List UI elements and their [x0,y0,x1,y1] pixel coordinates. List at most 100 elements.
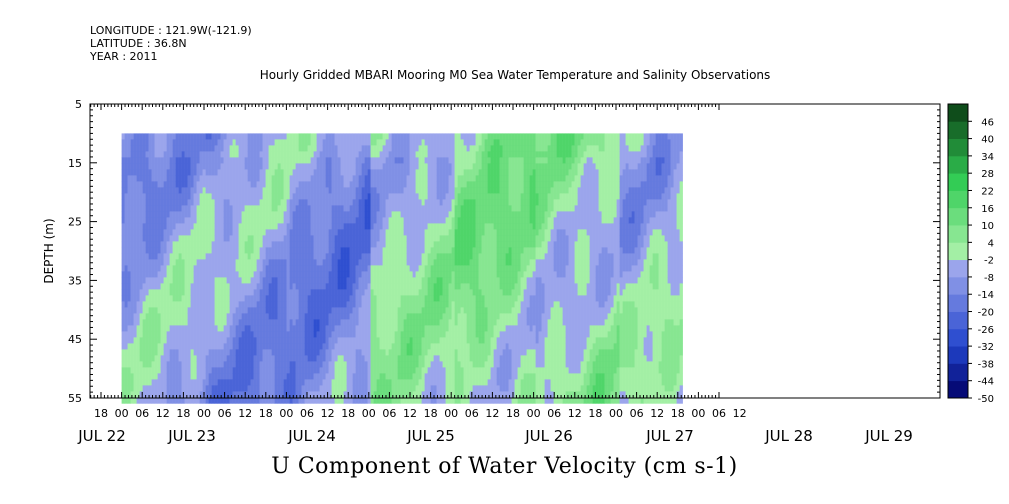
heatmap-cell [448,145,452,152]
heatmap-cell [361,283,365,290]
heatmap-cell [337,163,341,170]
heatmap-cell [328,205,332,212]
heatmap-cell [274,265,278,272]
heatmap-cell [271,199,275,206]
heatmap-cell [397,193,401,200]
heatmap-cell [406,367,410,374]
heatmap-cell [217,331,221,338]
heatmap-cell [265,259,269,266]
heatmap-cell [304,271,308,278]
heatmap-cell [313,253,317,260]
heatmap-cell [406,205,410,212]
heatmap-cell [229,133,233,140]
heatmap-cell [205,199,209,206]
heatmap-cell [328,133,332,140]
heatmap-cell [427,169,431,176]
heatmap-cell [430,139,434,146]
heatmap-cell [418,205,422,212]
heatmap-cell [136,391,140,398]
heatmap-cell [157,175,161,182]
heatmap-cell [127,397,131,404]
heatmap-cell [322,295,326,302]
heatmap-cell [397,337,401,344]
heatmap-cell [367,133,371,140]
heatmap-cell [343,193,347,200]
heatmap-cell [229,187,233,194]
heatmap-cell [403,313,407,320]
heatmap-cell [292,307,296,314]
heatmap-cell [301,319,305,326]
heatmap-cell [403,235,407,242]
heatmap-cell [289,319,293,326]
heatmap-cell [178,241,182,248]
heatmap-cell [268,187,272,194]
heatmap-cell [388,349,392,356]
heatmap-cell [211,325,215,332]
heatmap-cell [253,355,257,362]
heatmap-cell [415,301,419,308]
heatmap-cell [403,379,407,386]
heatmap-cell [160,295,164,302]
heatmap-cell [391,241,395,248]
heatmap-cell [151,157,155,164]
heatmap-cell [259,253,263,260]
heatmap-cell [175,385,179,392]
heatmap-cell [340,151,344,158]
heatmap-cell [319,373,323,380]
heatmap-cell [376,175,380,182]
heatmap-cell [226,337,230,344]
heatmap-cell [397,283,401,290]
heatmap-cell [298,235,302,242]
heatmap-cell [424,211,428,218]
heatmap-cell [358,337,362,344]
heatmap-cell [196,379,200,386]
heatmap-cell [178,193,182,200]
heatmap-cell [223,157,227,164]
heatmap-cell [388,163,392,170]
heatmap-cell [430,247,434,254]
heatmap-cell [238,331,242,338]
heatmap-cell [259,217,263,224]
heatmap-cell [346,187,350,194]
heatmap-cell [241,391,245,398]
heatmap-cell [409,337,413,344]
heatmap-cell [364,205,368,212]
heatmap-cell [127,313,131,320]
heatmap-cell [205,289,209,296]
heatmap-cell [244,193,248,200]
heatmap-cell [346,283,350,290]
heatmap-cell [358,229,362,236]
heatmap-cell [271,331,275,338]
heatmap-cell [196,283,200,290]
heatmap-cell [346,319,350,326]
heatmap-cell [283,145,287,152]
heatmap-cell [145,355,149,362]
heatmap-cell [274,373,278,380]
heatmap-cell [421,373,425,380]
heatmap-cell [220,223,224,230]
heatmap-cell [292,343,296,350]
heatmap-cell [355,181,359,188]
heatmap-cell [385,319,389,326]
heatmap-cell [358,289,362,296]
heatmap-cell [346,361,350,368]
heatmap-cell [361,247,365,254]
heatmap-cell [439,235,443,242]
heatmap-cell [160,187,164,194]
heatmap-cell [208,313,212,320]
heatmap-cell [277,259,281,266]
heatmap-cell [139,169,143,176]
heatmap-cell [337,367,341,374]
heatmap-cell [181,145,185,152]
heatmap-cell [322,151,326,158]
heatmap-cell [163,175,167,182]
heatmap-cell [325,139,329,146]
heatmap-cell [136,313,140,320]
heatmap-cell [184,307,188,314]
heatmap-cell [241,187,245,194]
heatmap-cell [346,241,350,248]
heatmap-cell [397,157,401,164]
heatmap-cell [223,193,227,200]
heatmap-cell [361,223,365,230]
